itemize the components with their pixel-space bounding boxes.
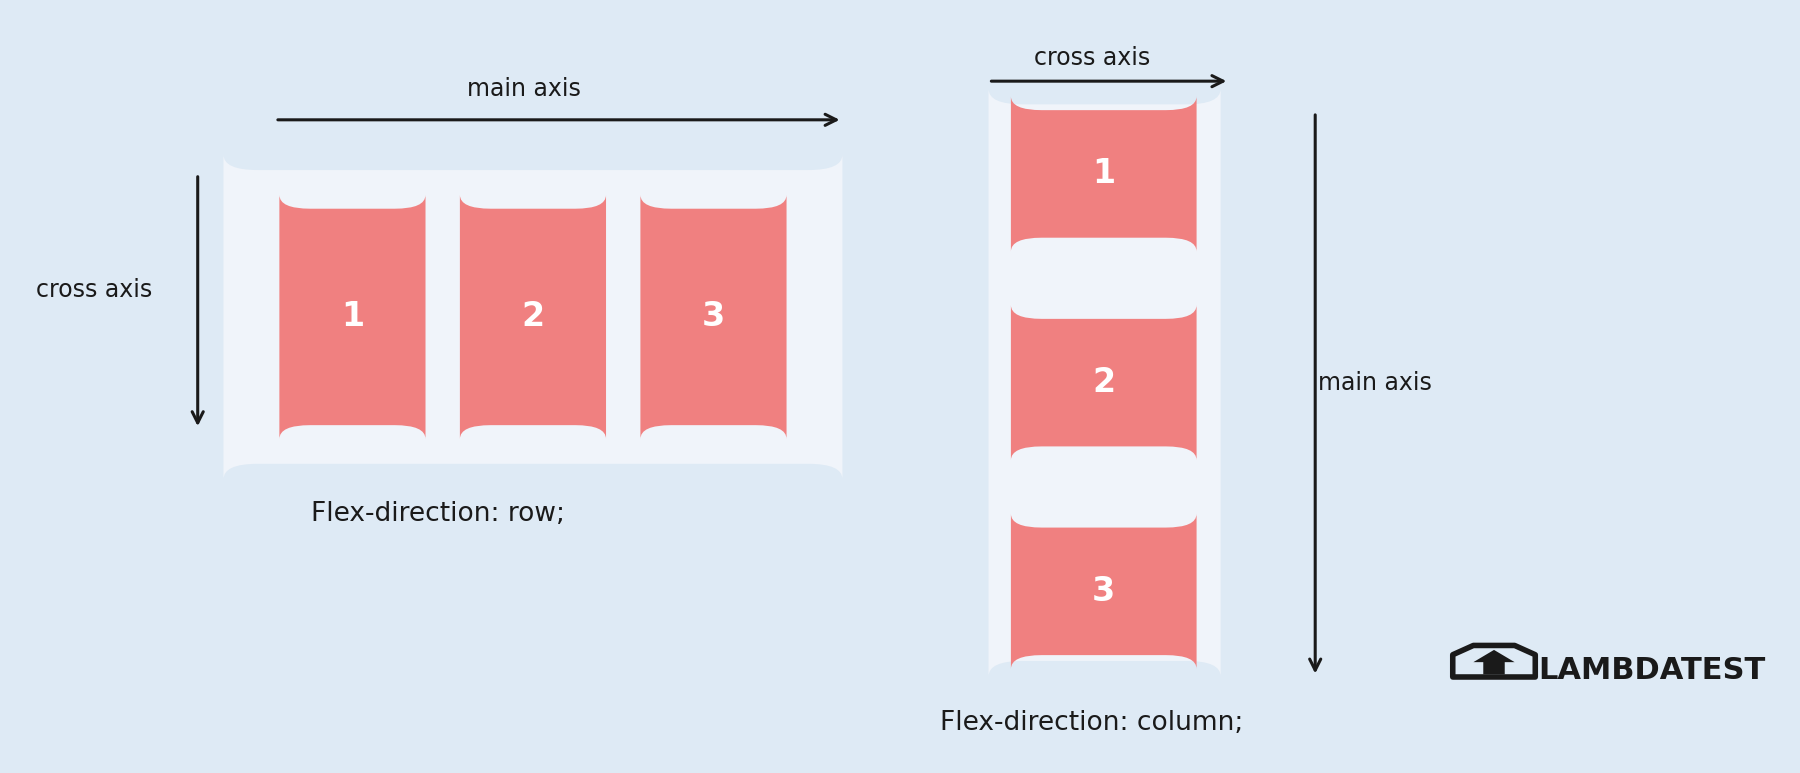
Text: 3: 3 [702, 301, 725, 333]
Text: 1: 1 [340, 301, 364, 333]
Text: 1: 1 [1093, 158, 1116, 190]
FancyBboxPatch shape [988, 89, 1220, 676]
FancyBboxPatch shape [279, 195, 425, 439]
Polygon shape [1474, 650, 1514, 674]
Text: main axis: main axis [468, 77, 581, 101]
Text: 2: 2 [522, 301, 545, 333]
Text: cross axis: cross axis [1033, 46, 1150, 70]
Text: Flex-direction: column;: Flex-direction: column; [940, 710, 1244, 736]
FancyBboxPatch shape [223, 155, 842, 479]
Text: 3: 3 [1093, 575, 1116, 608]
FancyBboxPatch shape [459, 195, 607, 439]
Text: main axis: main axis [1318, 370, 1433, 395]
Text: LAMBDATEST: LAMBDATEST [1539, 656, 1766, 686]
FancyBboxPatch shape [1012, 96, 1197, 252]
Text: Flex-direction: row;: Flex-direction: row; [311, 501, 565, 527]
FancyBboxPatch shape [1012, 513, 1197, 669]
FancyBboxPatch shape [1012, 305, 1197, 461]
Text: 2: 2 [1093, 366, 1116, 399]
FancyBboxPatch shape [641, 195, 787, 439]
Text: cross axis: cross axis [36, 278, 153, 302]
